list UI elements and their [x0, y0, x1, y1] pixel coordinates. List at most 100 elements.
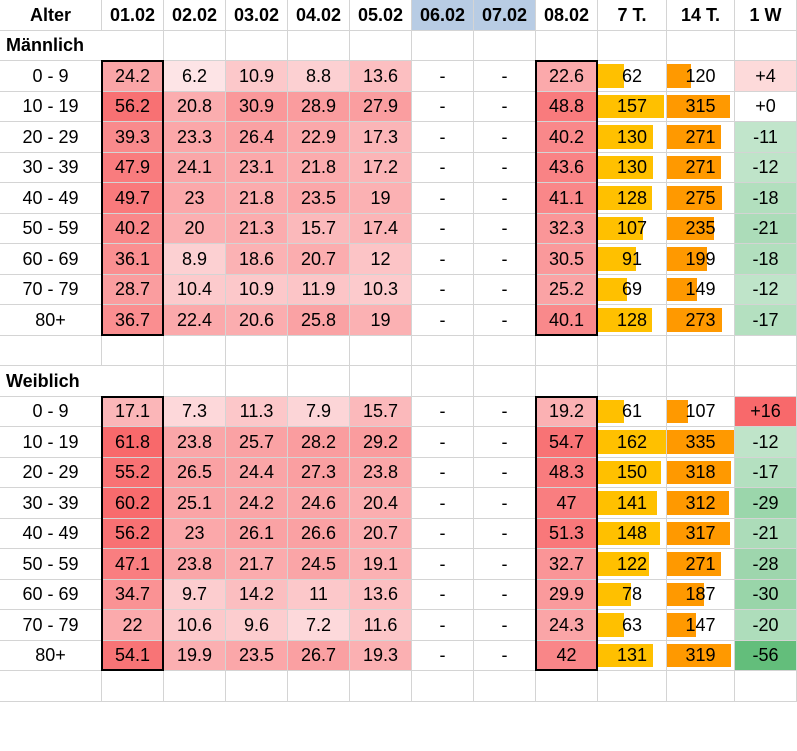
- week-change-cell: -21: [735, 213, 797, 244]
- day-value-cell: -: [412, 213, 474, 244]
- day-value-cell: 43.6: [536, 152, 598, 183]
- day-value-cell: 22.9: [288, 122, 350, 153]
- day-value-cell: -: [474, 488, 536, 519]
- empty-cell: [667, 30, 735, 61]
- day-value-cell: 24.2: [102, 61, 164, 92]
- day-value-cell: 11.6: [350, 610, 412, 641]
- data-bar: [667, 399, 688, 423]
- day-value-cell: 36.7: [102, 305, 164, 336]
- cell-value: 128: [616, 187, 648, 208]
- day-value-cell: -: [474, 549, 536, 580]
- data-bar: [667, 64, 691, 88]
- cell-value: 141: [616, 492, 648, 513]
- empty-cell: [536, 671, 598, 702]
- data-bar: [598, 186, 652, 210]
- sum-14-days-cell: 335: [667, 427, 735, 458]
- empty-cell: [164, 335, 226, 366]
- day-value-cell: 25.7: [226, 427, 288, 458]
- data-bar: [598, 552, 649, 576]
- column-header: 7 T.: [598, 0, 667, 31]
- day-value-cell: 23.3: [164, 122, 226, 153]
- cell-value: 122: [616, 553, 648, 574]
- day-value-cell: -: [412, 579, 474, 610]
- data-bar: [598, 460, 661, 484]
- empty-cell: [288, 671, 350, 702]
- age-group-label: 70 - 79: [0, 610, 102, 641]
- cell-value: 107: [685, 401, 716, 422]
- day-value-cell: -: [474, 579, 536, 610]
- empty-cell: [412, 366, 474, 397]
- cell-value: 130: [616, 157, 648, 178]
- day-value-cell: 17.3: [350, 122, 412, 153]
- day-value-cell: 12: [350, 244, 412, 275]
- day-value-cell: 19.2: [536, 396, 598, 427]
- cell-value: 273: [685, 309, 716, 330]
- data-bar: [598, 582, 631, 606]
- sum-7-days-cell: 148: [598, 518, 667, 549]
- day-value-cell: 32.7: [536, 549, 598, 580]
- day-value-cell: 23: [164, 518, 226, 549]
- age-group-label: 10 - 19: [0, 427, 102, 458]
- sum-14-days-cell: 317: [667, 518, 735, 549]
- data-bar: [598, 64, 624, 88]
- day-value-cell: 56.2: [102, 518, 164, 549]
- day-value-cell: -: [412, 183, 474, 214]
- column-header: 06.02: [412, 0, 474, 31]
- day-value-cell: 25.1: [164, 488, 226, 519]
- day-value-cell: 24.2: [226, 488, 288, 519]
- cell-value: 69: [621, 279, 643, 300]
- day-value-cell: -: [412, 305, 474, 336]
- data-bar: [667, 216, 714, 240]
- day-value-cell: 19: [350, 183, 412, 214]
- data-bar: [598, 399, 624, 423]
- week-change-cell: -11: [735, 122, 797, 153]
- day-value-cell: 11.3: [226, 396, 288, 427]
- data-bar: [667, 94, 730, 118]
- age-group-label: 40 - 49: [0, 518, 102, 549]
- day-value-cell: 55.2: [102, 457, 164, 488]
- day-value-cell: 27.3: [288, 457, 350, 488]
- sum-14-days-cell: 120: [667, 61, 735, 92]
- sum-7-days-cell: 61: [598, 396, 667, 427]
- sum-7-days-cell: 69: [598, 274, 667, 305]
- day-value-cell: 10.9: [226, 274, 288, 305]
- sum-14-days-cell: 275: [667, 183, 735, 214]
- age-group-label: 50 - 59: [0, 549, 102, 580]
- empty-cell: [474, 366, 536, 397]
- empty-cell: [226, 335, 288, 366]
- day-value-cell: 11: [288, 579, 350, 610]
- day-value-cell: 49.7: [102, 183, 164, 214]
- data-bar: [598, 491, 657, 515]
- day-value-cell: 60.2: [102, 488, 164, 519]
- cell-value: 335: [685, 431, 716, 452]
- day-value-cell: 23.8: [164, 549, 226, 580]
- day-value-cell: -: [412, 427, 474, 458]
- day-value-cell: 9.7: [164, 579, 226, 610]
- day-value-cell: 24.5: [288, 549, 350, 580]
- day-value-cell: -: [412, 61, 474, 92]
- cell-value: 147: [685, 614, 716, 635]
- sum-14-days-cell: 319: [667, 640, 735, 671]
- day-value-cell: -: [474, 610, 536, 641]
- day-value-cell: 18.6: [226, 244, 288, 275]
- empty-cell: [288, 30, 350, 61]
- week-change-cell: -17: [735, 305, 797, 336]
- day-value-cell: -: [474, 396, 536, 427]
- empty-cell: [226, 30, 288, 61]
- empty-cell: [164, 30, 226, 61]
- column-header: 03.02: [226, 0, 288, 31]
- day-value-cell: 17.1: [102, 396, 164, 427]
- day-value-cell: -: [474, 518, 536, 549]
- sum-14-days-cell: 318: [667, 457, 735, 488]
- column-header: 05.02: [350, 0, 412, 31]
- age-group-label: 80+: [0, 305, 102, 336]
- data-bar: [598, 308, 652, 332]
- day-value-cell: 54.1: [102, 640, 164, 671]
- day-value-cell: -: [474, 640, 536, 671]
- day-value-cell: 24.3: [536, 610, 598, 641]
- day-value-cell: 19.9: [164, 640, 226, 671]
- day-value-cell: 48.8: [536, 91, 598, 122]
- day-value-cell: -: [474, 274, 536, 305]
- empty-cell: [102, 366, 164, 397]
- day-value-cell: 20.7: [288, 244, 350, 275]
